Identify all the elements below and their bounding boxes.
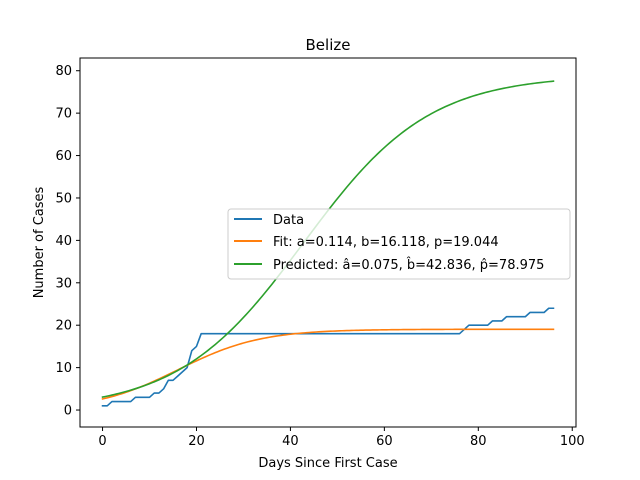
y-axis-label: Number of Cases bbox=[32, 186, 47, 298]
x-tick-label: 60 bbox=[376, 434, 393, 449]
y-tick-label: 60 bbox=[55, 149, 72, 164]
chart-title: Belize bbox=[306, 36, 351, 54]
y-tick-label: 30 bbox=[55, 276, 72, 291]
series-line-0 bbox=[101, 307, 555, 407]
y-tick-label: 80 bbox=[55, 64, 72, 79]
y-tick-label: 50 bbox=[55, 191, 72, 206]
axes-frame bbox=[79, 57, 577, 428]
legend-box bbox=[227, 208, 571, 280]
y-tick-label: 40 bbox=[55, 234, 72, 249]
legend-label-fit: Fit: a=0.114, b=16.118, p=19.044 bbox=[273, 235, 499, 250]
x-tick-label: 80 bbox=[470, 434, 487, 449]
legend-label-predicted: Predicted: â=0.075, b̂=42.836, p̂=78.975 bbox=[273, 258, 544, 273]
y-tick-label: 70 bbox=[55, 107, 72, 122]
x-tick-label: 20 bbox=[188, 434, 205, 449]
x-tick-label: 0 bbox=[98, 434, 106, 449]
x-tick-label: 40 bbox=[282, 434, 299, 449]
x-tick-label: 100 bbox=[560, 434, 585, 449]
y-tick-label: 0 bbox=[64, 404, 72, 419]
x-axis-label: Days Since First Case bbox=[258, 456, 397, 471]
legend-label-data: Data bbox=[273, 213, 304, 228]
y-tick-label: 20 bbox=[55, 319, 72, 334]
y-tick-label: 10 bbox=[55, 361, 72, 376]
legend: Data Fit: a=0.114, b=16.118, p=19.044 Pr… bbox=[227, 208, 571, 280]
axis-ticks: 0 20 40 60 80 100 0 10 20 30 40 50 60 70 80 bbox=[55, 64, 584, 449]
